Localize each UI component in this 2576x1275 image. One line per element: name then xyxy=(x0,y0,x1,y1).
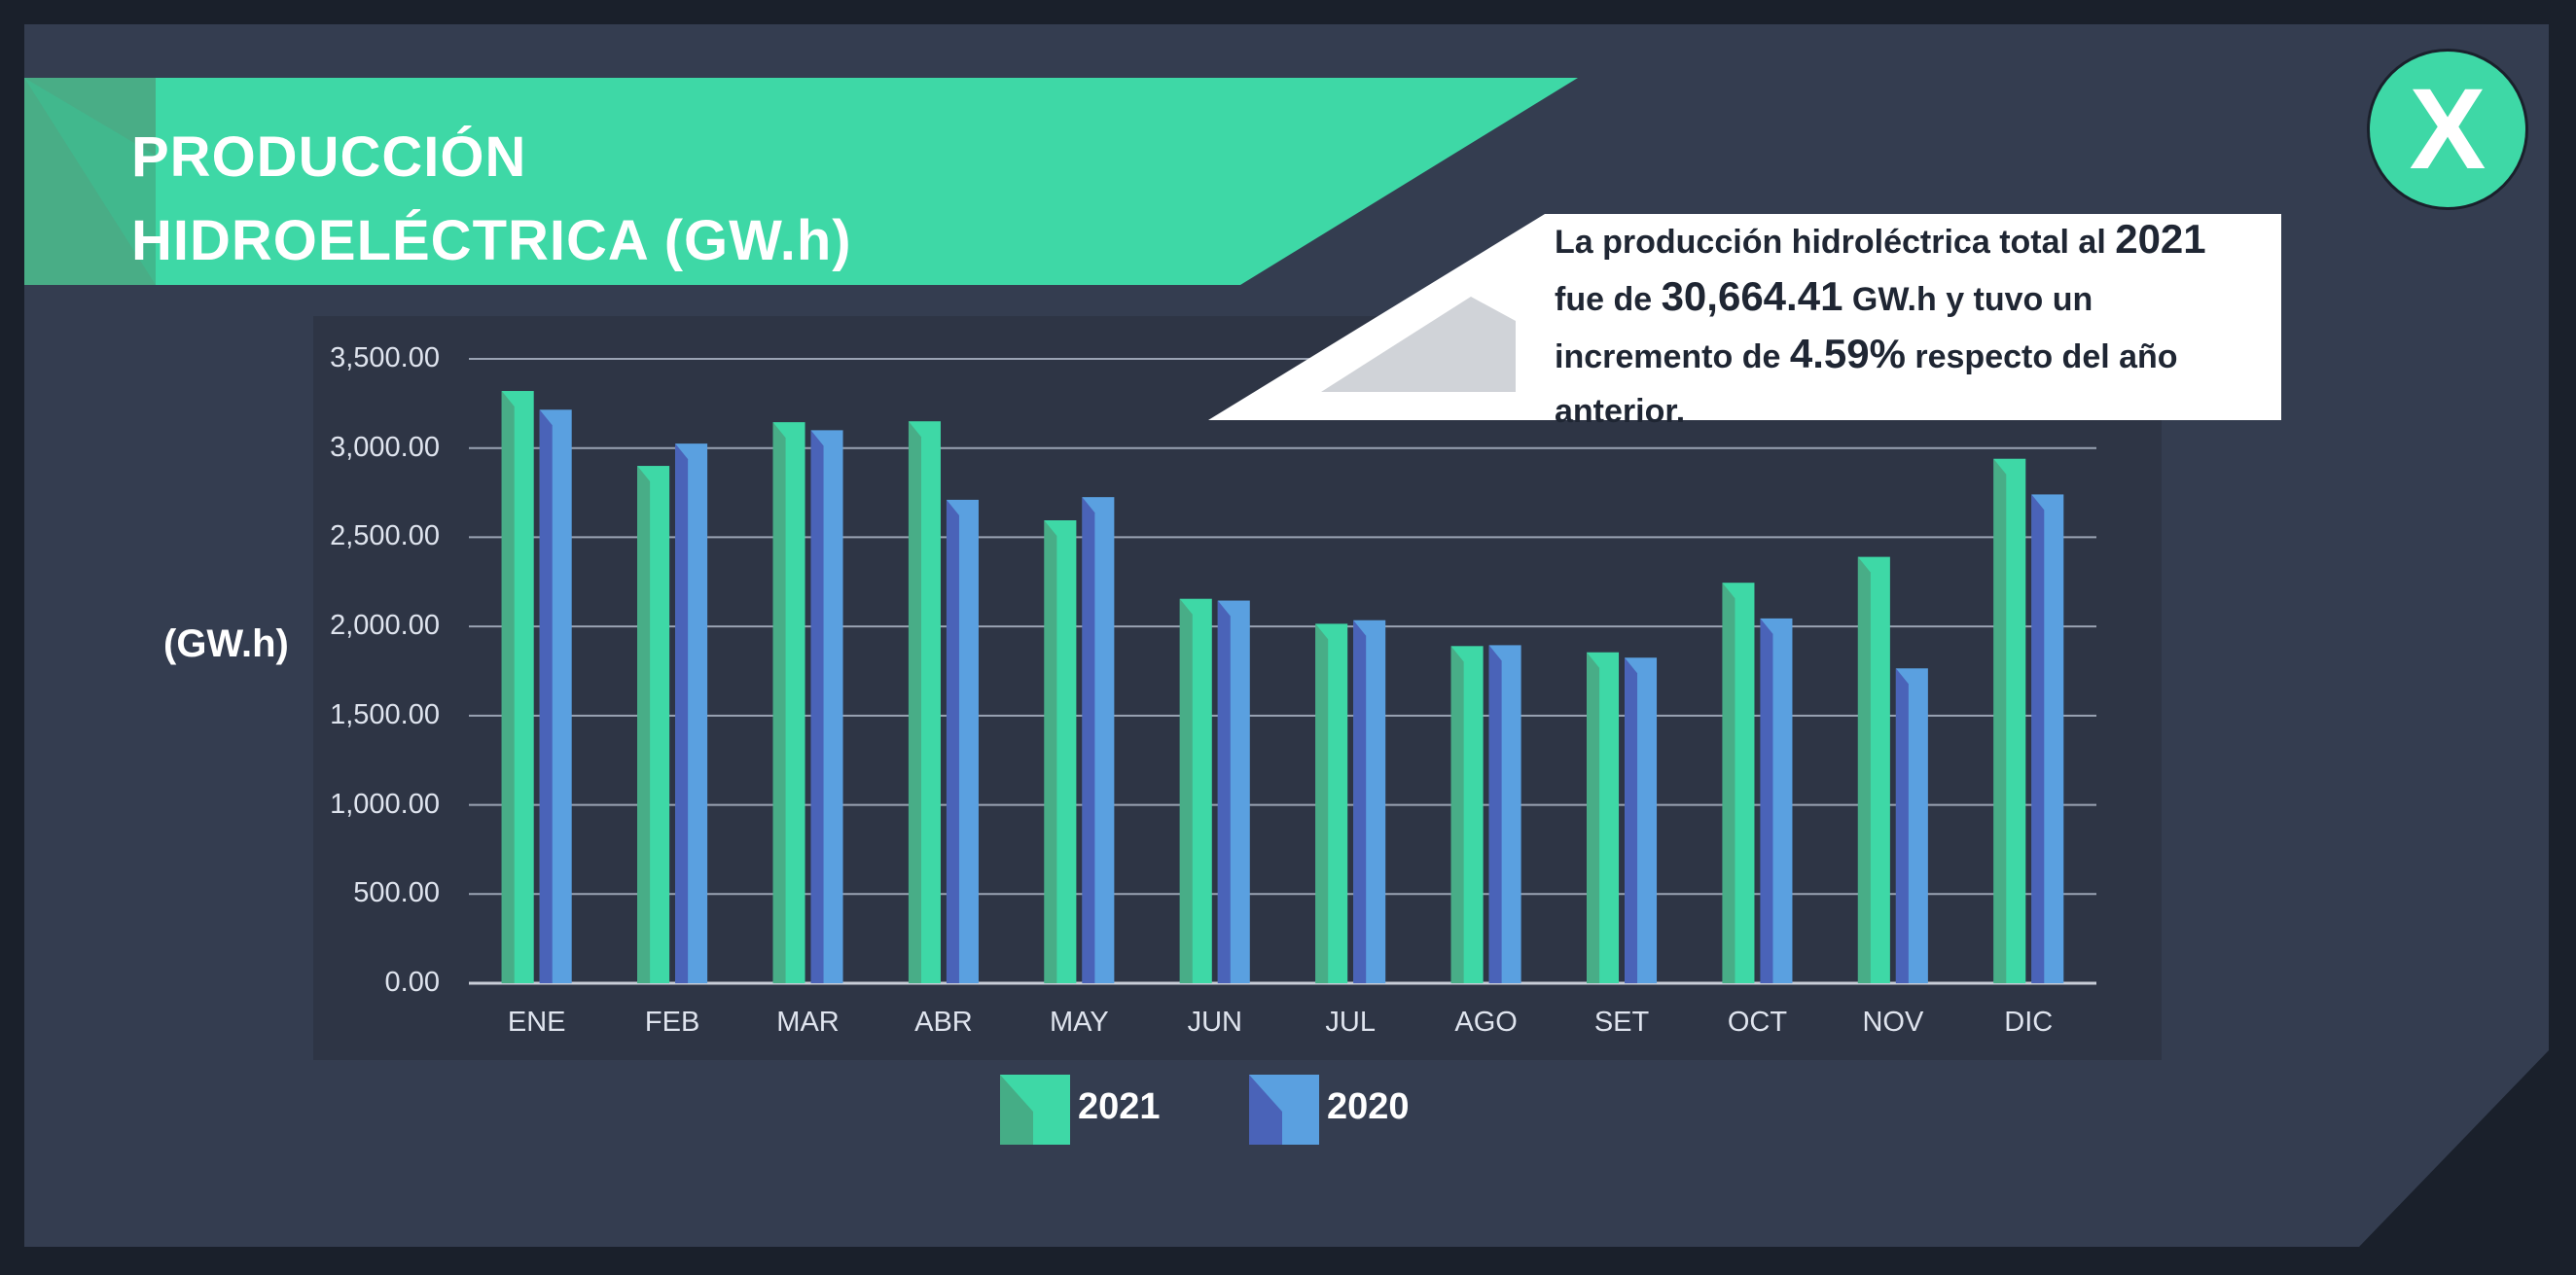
bar-2021-dic xyxy=(1993,458,2026,984)
bar-2020-jul xyxy=(1353,620,1386,983)
y-tick-label: 0.00 xyxy=(384,967,440,998)
close-button[interactable]: X xyxy=(2367,49,2528,210)
bar-2020-may xyxy=(1082,497,1115,983)
x-tick-label: NOV xyxy=(1862,1007,1924,1038)
page-title-line-2: HIDROELÉCTRICA (GW.h) xyxy=(131,209,852,272)
legend-swatch-2020 xyxy=(1249,1075,1319,1145)
bar-2020-dic xyxy=(2031,494,2064,983)
y-tick-label: 1,500.00 xyxy=(330,698,440,730)
bar-2021-jun xyxy=(1179,598,1212,983)
bar-2020-abr xyxy=(946,499,979,983)
x-tick-label: JUL xyxy=(1325,1007,1376,1038)
x-tick-label: DIC xyxy=(2004,1007,2054,1038)
legend-swatch-2021 xyxy=(1000,1075,1070,1145)
callout-year: 2021 xyxy=(2115,216,2206,262)
bar-2021-mar xyxy=(772,422,805,983)
title-banner-corner-fold xyxy=(24,78,156,285)
callout-text: La producción hidroléctrica total al 202… xyxy=(1555,212,2255,439)
x-tick-label: FEB xyxy=(644,1007,700,1038)
legend-label-2021: 2021 xyxy=(1078,1086,1161,1127)
bar-2020-ago xyxy=(1488,645,1521,983)
y-tick-label: 500.00 xyxy=(353,877,440,909)
title-banner xyxy=(24,78,1578,285)
x-tick-label: OCT xyxy=(1727,1007,1788,1038)
callout-increase: 4.59% xyxy=(1789,331,1906,376)
bar-2021-set xyxy=(1587,652,1620,983)
x-tick-label: AGO xyxy=(1454,1007,1518,1038)
y-tick-label: 2,500.00 xyxy=(330,520,440,552)
y-tick-label: 2,000.00 xyxy=(330,610,440,642)
close-icon: X xyxy=(2409,65,2487,194)
bar-2021-ene xyxy=(501,391,534,983)
bar-2020-mar xyxy=(810,430,843,983)
bar-2021-oct xyxy=(1722,583,1755,983)
bar-2021-nov xyxy=(1857,556,1890,983)
page-title-line-1: PRODUCCIÓN xyxy=(131,125,527,189)
callout-part-2: fue de xyxy=(1555,281,1662,318)
legend-label-2020: 2020 xyxy=(1327,1086,1410,1127)
bar-2021-ago xyxy=(1450,646,1484,983)
y-tick-label: 3,000.00 xyxy=(330,431,440,463)
x-tick-label: MAY xyxy=(1050,1007,1109,1038)
x-tick-label: SET xyxy=(1593,1007,1650,1038)
bar-2021-abr xyxy=(908,421,941,983)
bar-2020-ene xyxy=(539,409,572,984)
callout-part-1: La producción hidroléctrica total al xyxy=(1555,224,2116,261)
bar-2020-feb xyxy=(675,443,708,984)
x-tick-label: ENE xyxy=(507,1007,566,1038)
y-axis-label: (GW.h) xyxy=(163,622,289,665)
callout-total: 30,664.41 xyxy=(1661,273,1843,319)
bar-2020-jun xyxy=(1217,600,1250,983)
chart-grid xyxy=(469,358,2096,985)
callout-part-4: respecto del año anterior. xyxy=(1555,338,2178,430)
bar-2020-nov xyxy=(1895,668,1928,983)
callout-part-3: GW.h y tuvo un incremento de xyxy=(1555,281,2093,375)
bar-2020-oct xyxy=(1760,618,1793,983)
x-tick-label: MAR xyxy=(776,1007,840,1038)
bar-2021-jul xyxy=(1315,623,1348,983)
bar-2021-may xyxy=(1044,520,1077,983)
x-tick-label: JUN xyxy=(1187,1007,1242,1038)
chart-bars xyxy=(501,391,2064,984)
x-tick-label: ABR xyxy=(914,1007,973,1038)
y-tick-label: 1,000.00 xyxy=(330,788,440,820)
bar-2021-feb xyxy=(637,466,670,983)
bar-2020-set xyxy=(1625,657,1658,983)
callout-decoration xyxy=(1321,297,1516,392)
y-tick-label: 3,500.00 xyxy=(330,342,440,373)
